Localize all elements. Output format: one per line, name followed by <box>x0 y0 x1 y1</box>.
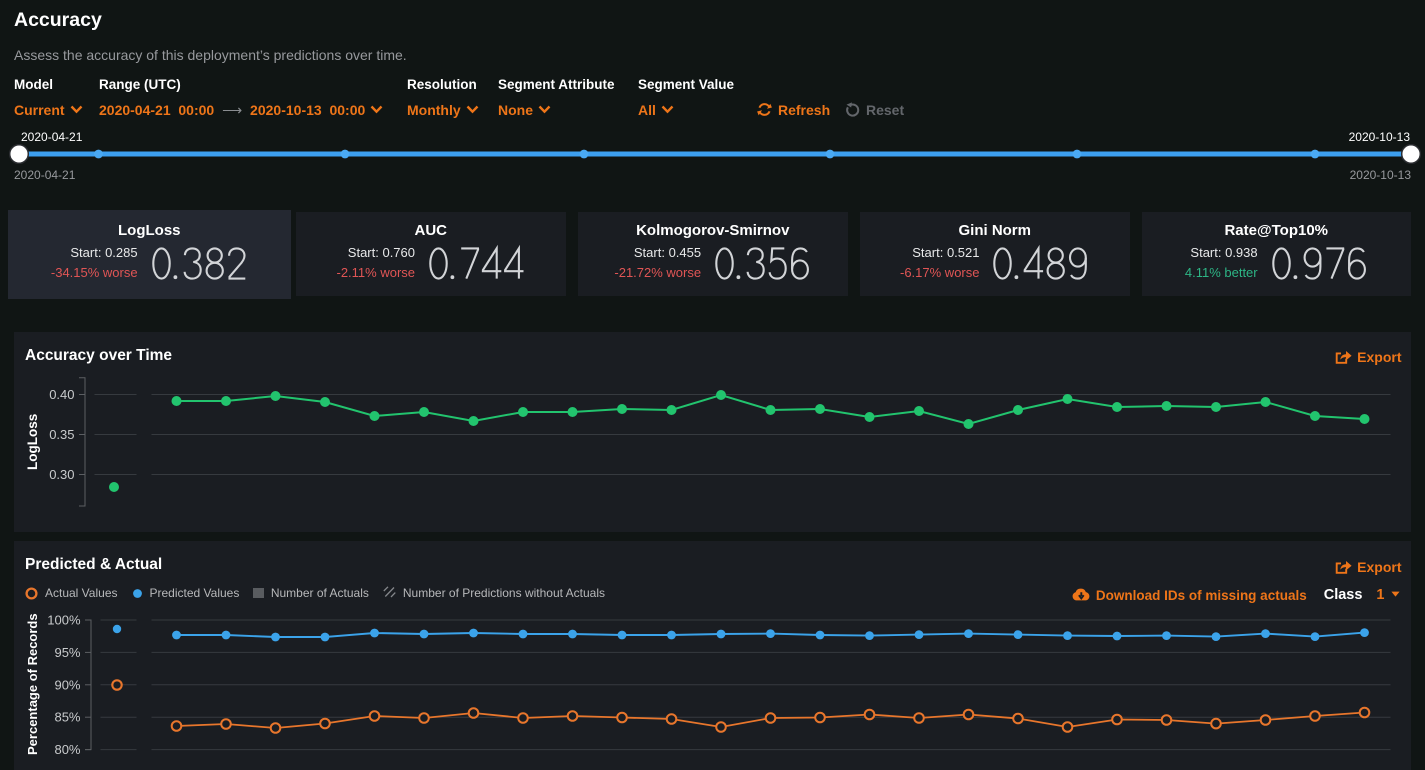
svg-text:100%: 100% <box>47 613 81 628</box>
svg-text:85%: 85% <box>54 710 80 725</box>
svg-text:80%: 80% <box>54 742 80 757</box>
svg-text:0.35: 0.35 <box>49 427 74 442</box>
svg-text:95%: 95% <box>54 645 80 660</box>
svg-text:0.40: 0.40 <box>49 387 74 402</box>
svg-text:0.30: 0.30 <box>49 467 74 482</box>
svg-text:90%: 90% <box>54 677 80 692</box>
